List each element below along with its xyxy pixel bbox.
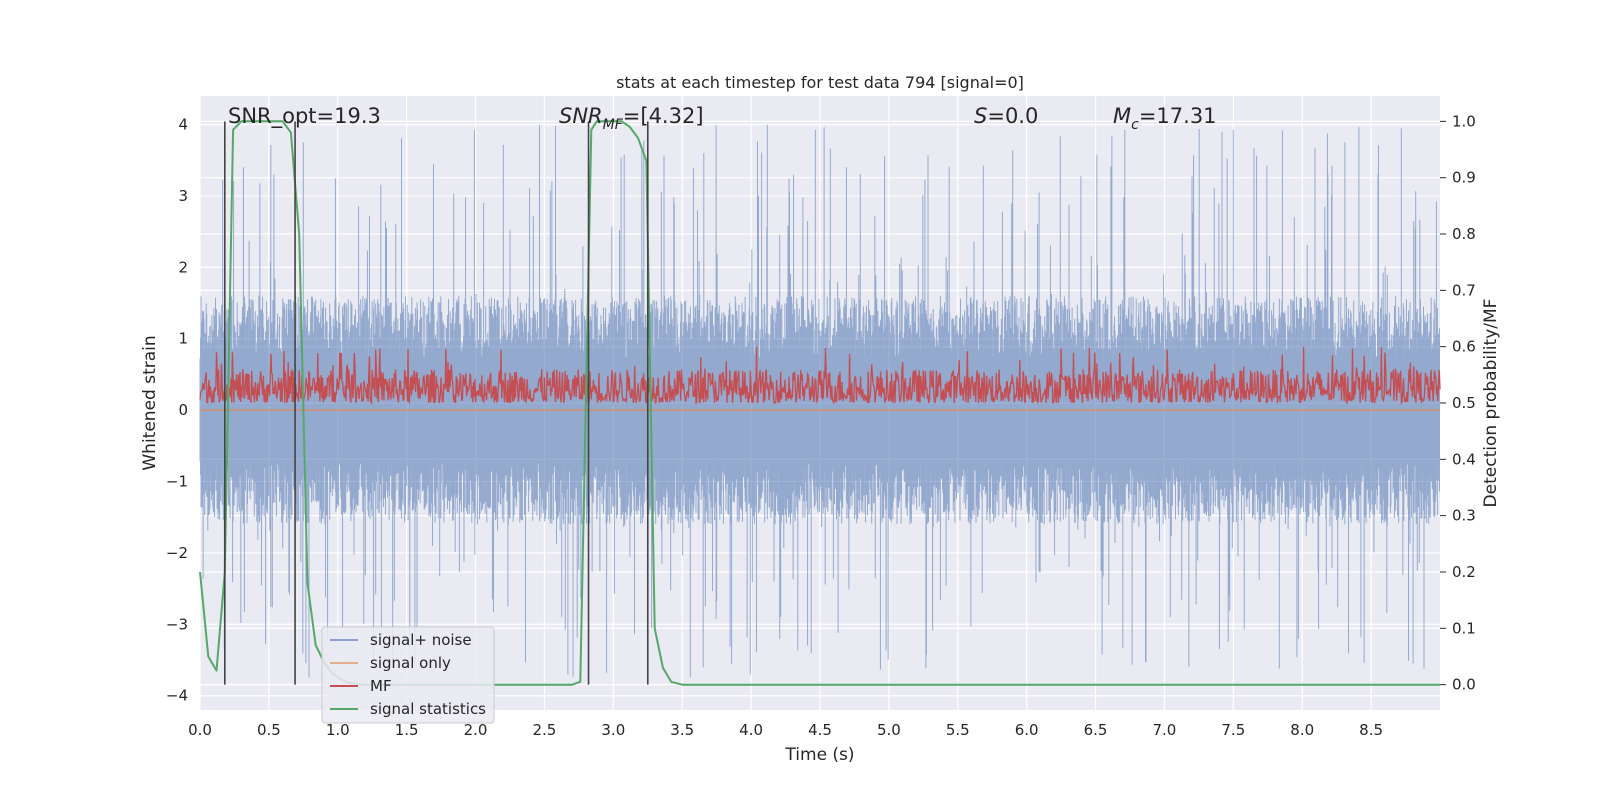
snr-opt-annotation: SNR_opt=19.3 <box>228 104 381 129</box>
x-tick-label: 0.5 <box>257 721 281 739</box>
detection-window-lines <box>224 121 649 685</box>
snr-mf-subscript: MF <box>603 117 624 133</box>
tick-labels: 0.0 0.5 1.0 1.5 2.0 2.5 3.0 3.5 4.0 4.5 5.0 5.5 6.0 6… <box>166 112 1476 739</box>
y-left-tick-label: −1 <box>166 473 188 491</box>
y-left-tick-label: 2 <box>178 258 188 276</box>
x-axis-label: Time (s) <box>784 745 854 765</box>
chart-title: stats at each timestep for test data 794… <box>616 73 1024 92</box>
y-right-tick-label: 0.9 <box>1452 169 1476 187</box>
s-annotation: S=0.0 <box>974 104 1038 128</box>
y-right-tick-label: 0.2 <box>1452 563 1476 581</box>
x-tick-label: 2.0 <box>464 721 488 739</box>
mc-subscript: c <box>1131 117 1139 133</box>
y-right-tick-label: 1.0 <box>1452 112 1476 130</box>
y-right-tick-label: 0.1 <box>1452 619 1476 637</box>
x-tick-label: 1.5 <box>395 721 419 739</box>
y-right-tick-label: 0.6 <box>1452 338 1476 356</box>
x-tick-label: 5.0 <box>877 721 901 739</box>
y-axis-right-label: Detection probability/MF <box>1481 299 1501 508</box>
y-right-tick-label: 0.7 <box>1452 281 1476 299</box>
legend: signal+ noise signal only MF signal stat… <box>321 626 495 724</box>
s-value: =0.0 <box>987 104 1038 128</box>
y-right-tick-label: 0.3 <box>1452 507 1476 525</box>
x-tick-label: 1.0 <box>326 721 350 739</box>
data-layer <box>199 120 1441 686</box>
mc-annotation: Mc=17.31 <box>1113 104 1217 133</box>
y-left-tick-label: 1 <box>178 330 188 348</box>
y-left-tick-label: −3 <box>166 615 188 633</box>
mc-value: =17.31 <box>1139 104 1217 128</box>
y-left-tick-label: 4 <box>178 116 188 134</box>
x-tick-label: 7.5 <box>1221 721 1245 739</box>
x-tick-label: 4.0 <box>739 721 763 739</box>
y-axis-left-label: Whitened strain <box>140 335 160 470</box>
x-tick-label: 7.0 <box>1153 721 1177 739</box>
y-right-tick-label: 0.4 <box>1452 450 1476 468</box>
s-prefix: S <box>974 104 987 128</box>
x-tick-label: 6.5 <box>1084 721 1108 739</box>
x-tick-label: 6.0 <box>1015 721 1039 739</box>
snr-mf-prefix: SNR <box>559 104 603 128</box>
x-tick-label: 8.5 <box>1359 721 1383 739</box>
legend-label-signal-noise: signal+ noise <box>370 631 472 649</box>
y-left-tick-label: 0 <box>178 401 188 419</box>
y-left-tick-label: −4 <box>166 687 188 705</box>
y-right-tick-label: 0.5 <box>1452 394 1476 412</box>
x-tick-label: 2.5 <box>533 721 557 739</box>
y-right-tick-label: 0.0 <box>1452 676 1476 694</box>
y-left-tick-label: −2 <box>166 544 188 562</box>
series-mf <box>199 346 1441 406</box>
legend-label-mf: MF <box>370 677 392 695</box>
snr-mf-annotation: SNRMF=[4.32] <box>559 104 704 133</box>
snr-mf-value: =[4.32] <box>623 104 704 128</box>
y-left-tick-label: 3 <box>178 187 188 205</box>
x-tick-label: 5.5 <box>946 721 970 739</box>
x-tick-label: 3.0 <box>601 721 625 739</box>
x-tick-label: 3.5 <box>670 721 694 739</box>
legend-label-signal-only: signal only <box>370 654 451 672</box>
series-signal-statistics <box>199 120 1440 686</box>
x-tick-label: 8.0 <box>1290 721 1314 739</box>
x-tick-label: 0.0 <box>188 721 212 739</box>
x-tick-label: 4.5 <box>808 721 832 739</box>
mc-prefix: M <box>1113 104 1131 128</box>
y-right-tick-label: 0.8 <box>1452 225 1476 243</box>
legend-label-signal-statistics: signal statistics <box>370 700 486 718</box>
legend-box <box>321 626 495 724</box>
